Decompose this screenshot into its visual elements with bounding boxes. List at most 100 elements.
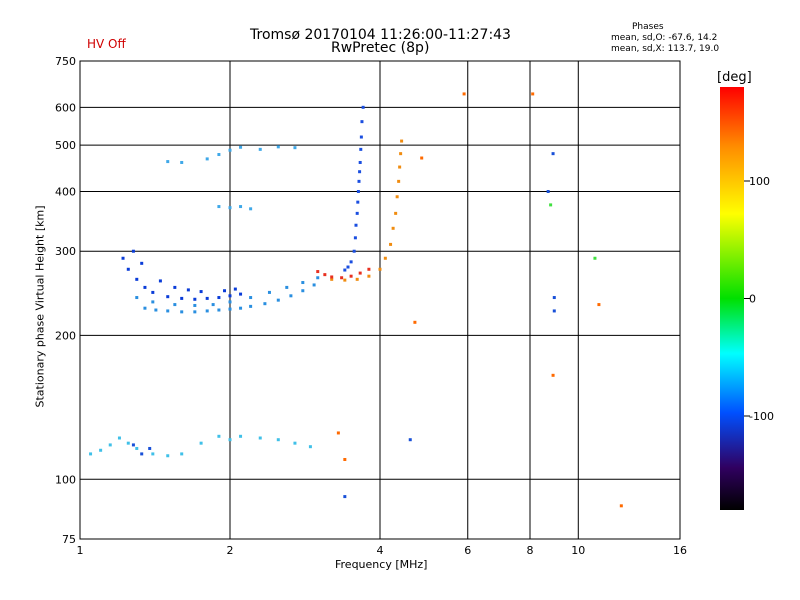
data-point [217,153,221,157]
data-point [398,165,402,169]
chart-subtitle: RwPretec (8p) [331,40,430,56]
y-tick-label: 75 [62,533,76,546]
data-point [126,441,130,445]
data-point [367,267,371,271]
data-point [199,290,203,294]
data-point [346,265,350,269]
data-point [551,373,555,377]
data-point [135,446,139,450]
data-point [355,277,359,281]
data-point [552,309,556,313]
y-tick-label: 100 [55,473,76,486]
data-point [343,278,347,282]
data-point [330,275,334,279]
data-point [217,434,221,438]
data-point [357,179,361,183]
data-point [135,277,139,281]
y-tick-label: 600 [55,101,76,114]
data-point [228,300,232,304]
data-point [420,156,424,160]
data-point [354,223,358,227]
data-point [340,276,344,280]
data-point [117,436,121,440]
data-point [397,179,401,183]
data-point [358,160,362,164]
x-tick-label: 6 [464,544,471,557]
y-tick-label: 300 [55,245,76,258]
y-tick-label: 200 [55,329,76,342]
phase-stats-x: mean, sd,X: 113.7, 19.0 [611,44,720,54]
hv-status-label: HV Off [87,37,126,51]
data-point [308,445,312,449]
data-point [597,303,601,307]
data-point [154,308,158,312]
x-tick-label: 16 [673,544,687,557]
data-point [166,309,170,313]
colorbar [720,87,744,510]
data-point [249,304,253,308]
data-point [359,135,363,139]
data-point [549,203,553,207]
data-point [121,256,125,260]
data-point [343,495,347,499]
data-point [391,226,395,230]
phase-stats-o: mean, sd,O: -67.6, 14.2 [611,33,718,43]
data-point [239,205,243,209]
data-point [205,157,209,161]
data-point [180,452,184,456]
data-point [249,207,253,211]
x-tick-label: 2 [227,544,234,557]
data-point [205,296,209,300]
colorbar-tick-label: -100 [749,410,774,423]
data-point [166,454,170,458]
data-point [593,256,597,260]
data-point [239,292,243,296]
data-point [180,310,184,314]
data-point [143,306,147,310]
data-point [258,147,262,151]
data-point [289,294,293,298]
data-point [395,195,399,199]
data-point [228,307,232,311]
data-point [330,277,334,281]
data-point [349,274,353,278]
data-point [228,294,232,298]
data-point [360,120,364,124]
x-tick-label: 8 [527,544,534,557]
data-point [462,92,466,96]
x-tick-labels: 1 2 4 6 8 10 16 [77,544,688,557]
data-point [151,300,155,304]
data-point [140,261,144,265]
data-point [158,279,162,283]
data-point [180,160,184,164]
phase-stats-heading: Phases [632,22,664,32]
grid-lines [79,60,681,540]
data-point [151,290,155,294]
data-point [316,270,320,274]
data-point [343,268,347,272]
data-point [413,320,417,324]
data-point [312,283,316,287]
data-point [140,452,144,456]
data-point [355,211,359,215]
data-point [223,289,227,293]
data-point [353,236,357,240]
data-point [228,438,232,442]
data-point [249,296,253,300]
data-point [551,152,555,156]
data-point [228,206,232,210]
data-point [239,434,243,438]
colorbar-title: [deg] [717,70,752,85]
y-tick-labels: 75 100 200 300 400 500 600 750 [55,55,76,546]
data-point [358,170,362,174]
data-point [378,267,382,271]
data-point [301,281,305,285]
data-point [336,431,340,435]
data-point [383,256,387,260]
x-axis-label: Frequency [MHz] [335,558,428,571]
data-point [352,249,356,253]
data-point [166,160,170,164]
data-point [233,287,237,291]
data-point [349,260,353,264]
data-points [89,92,623,508]
